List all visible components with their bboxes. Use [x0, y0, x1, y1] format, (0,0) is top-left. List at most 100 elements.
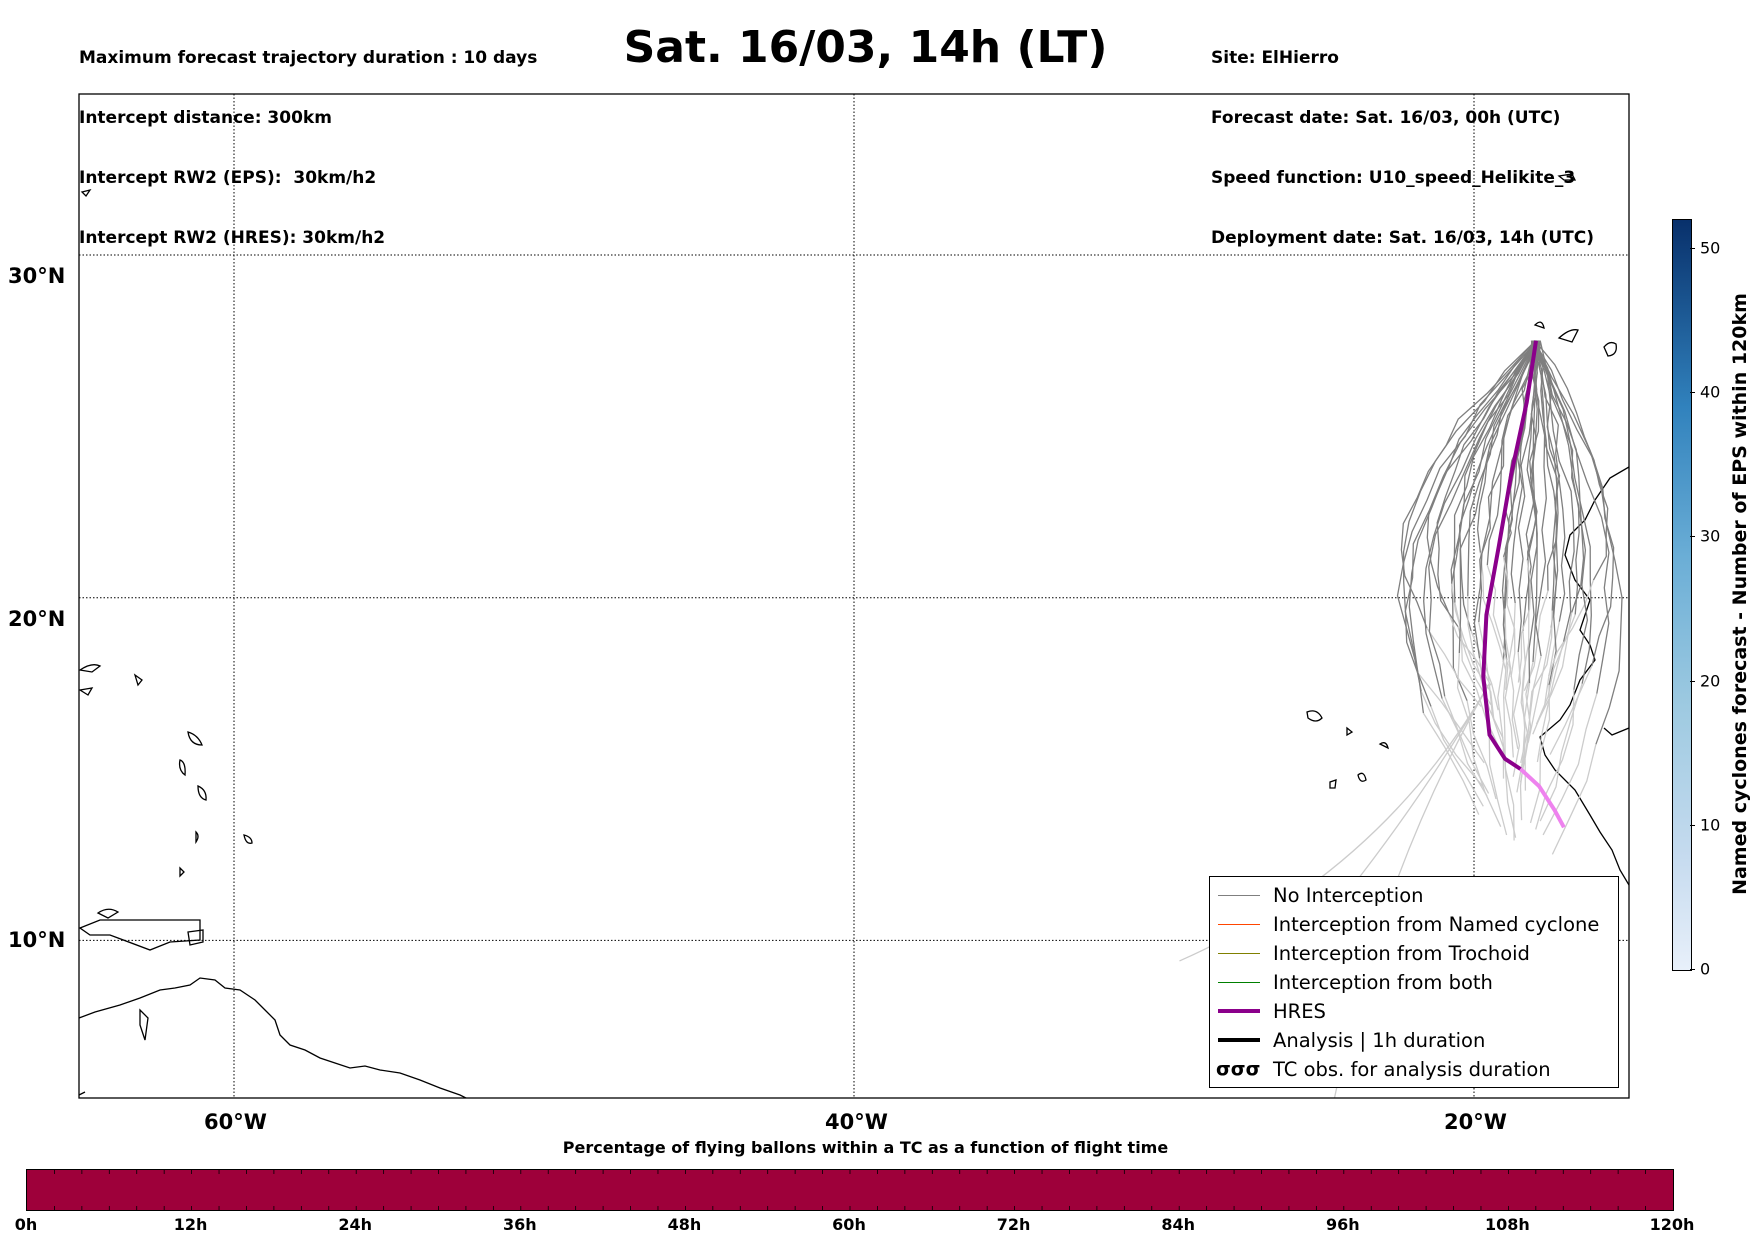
ensemble-track — [1528, 340, 1540, 684]
param-line: Maximum forecast trajectory duration : 1… — [79, 48, 538, 68]
hres-track-late — [1519, 767, 1566, 829]
colorbar-tick: 40 — [1700, 382, 1721, 402]
ensemble-track — [1539, 340, 1575, 642]
ensemble-track-late — [1519, 683, 1531, 821]
caribbean-island — [79, 664, 102, 673]
legend-item: Interception from Trochoid — [1210, 940, 1618, 968]
ensemble-track-late — [1502, 556, 1516, 678]
site-info: Site: ElHierro Forecast date: Sat. 16/03… — [1211, 8, 1594, 268]
legend-label: Interception from Named cyclone — [1273, 913, 1600, 936]
lesser-antilles — [178, 759, 186, 777]
ensemble-track-late — [1420, 691, 1484, 788]
ensemble-track-late — [1520, 612, 1530, 764]
caribbean-island — [80, 188, 92, 198]
caribbean-island — [79, 919, 201, 951]
cape-verde-island — [1346, 726, 1354, 737]
ensemble-track — [1533, 340, 1615, 667]
caribbean-island — [133, 673, 143, 687]
time-bar-fill — [27, 1170, 1673, 1210]
legend-swatch — [1218, 1009, 1260, 1013]
cape-verde-island — [1357, 772, 1367, 782]
legend-swatch — [1218, 982, 1260, 983]
time-bar-title: Percentage of flying ballons within a TC… — [562, 1138, 1169, 1157]
ensemble-track-late — [1467, 596, 1504, 739]
legend-label: Interception from Trochoid — [1273, 942, 1530, 965]
legend-swatch — [1218, 1038, 1260, 1042]
info-line: Deployment date: Sat. 16/03, 14h (UTC) — [1211, 228, 1595, 248]
ensemble-track — [1453, 340, 1538, 603]
ensemble-track — [1423, 340, 1536, 699]
ensemble-track — [1402, 340, 1537, 673]
ensemble-track-late — [1536, 641, 1565, 763]
ensemble-track-late — [1527, 627, 1552, 743]
legend-label: Interception from both — [1273, 971, 1493, 994]
tc-symbol-icon: σσσ — [1216, 1058, 1261, 1080]
ensemble-track — [1534, 340, 1610, 694]
canary-island — [1603, 341, 1617, 357]
lesser-antilles — [179, 866, 185, 878]
ensemble-track — [1404, 340, 1535, 714]
ensemble-track-late — [1549, 665, 1593, 755]
param-line: Intercept RW2 (EPS): 30km/h2 — [79, 168, 377, 188]
param-line: Intercept distance: 300km — [79, 108, 332, 128]
ensemble-track — [1476, 340, 1540, 553]
legend-label: Analysis | 1h duration — [1273, 1029, 1486, 1052]
ensemble-track — [1458, 340, 1537, 654]
colorbar-tick: 30 — [1700, 526, 1721, 546]
ensemble-track-late — [1512, 652, 1522, 777]
legend-item: Interception from Named cyclone — [1210, 911, 1618, 939]
ensemble-track-late — [1528, 610, 1553, 719]
ensemble-track-late — [1539, 683, 1583, 822]
colorbar-tickmark — [1690, 969, 1695, 970]
canary-island — [1557, 329, 1579, 343]
time-bar-segment — [27, 1170, 1673, 1210]
ensemble-track — [1538, 340, 1561, 611]
ensemble-track — [1400, 340, 1536, 629]
ensemble-track — [1532, 340, 1580, 615]
legend-item: HRES — [1210, 998, 1618, 1026]
cape-verde-island — [1378, 742, 1389, 750]
info-line: Site: ElHierro — [1211, 48, 1339, 68]
map-frame — [78, 93, 1630, 1099]
ensemble-track-late — [1426, 627, 1482, 707]
lon-label: 40°W — [825, 1110, 888, 1134]
lon-label: 20°W — [1444, 1110, 1507, 1134]
ensemble-track-late — [1456, 653, 1502, 827]
colorbar-tickmark — [1690, 824, 1695, 826]
ensemble-track-late — [1450, 583, 1495, 719]
time-tick: 108h — [1484, 1215, 1530, 1234]
ensemble-track — [1396, 340, 1538, 692]
ensemble-track-late — [1547, 579, 1595, 677]
ensemble-track-late — [1441, 698, 1488, 797]
ensemble-track-late — [1535, 614, 1576, 725]
lesser-antilles — [187, 731, 203, 746]
ensemble-track-late — [1444, 696, 1490, 794]
ensemble-track — [1531, 340, 1589, 690]
colorbar-label: Named cyclones forecast - Number of EPS … — [1729, 293, 1751, 895]
ensemble-track — [1478, 340, 1539, 623]
colorbar-tickmark — [1690, 680, 1695, 682]
legend-swatch — [1218, 924, 1260, 925]
ensemble-track-late — [1551, 744, 1597, 855]
legend-item: No Interception — [1210, 882, 1618, 910]
ensemble-track — [1531, 340, 1547, 657]
legend-item: Analysis | 1h duration — [1210, 1027, 1618, 1055]
time-tick: 36h — [502, 1215, 537, 1234]
lesser-antilles — [197, 784, 207, 801]
coastlines — [79, 173, 1629, 1098]
info-line: Speed function: U10_speed_Helikite_3 — [1211, 168, 1576, 188]
info-line: Forecast date: Sat. 16/03, 00h (UTC) — [1211, 108, 1561, 128]
time-tick: 48h — [667, 1215, 702, 1234]
param-line: Intercept RW2 (HRES): 30km/h2 — [79, 228, 386, 248]
time-tick: 120h — [1649, 1215, 1695, 1234]
colorbar-tickmark — [1690, 247, 1695, 249]
page-title: Sat. 16/03, 14h (LT) — [623, 22, 1108, 73]
ensemble-track — [1533, 340, 1592, 684]
ensemble-track — [1533, 340, 1623, 745]
map-legend: No Interception Interception from Named … — [1209, 876, 1619, 1088]
ensemble-track — [1486, 340, 1539, 566]
africa-coast-detail — [1603, 727, 1629, 736]
legend-label: HRES — [1273, 1000, 1326, 1023]
ensemble-track-late — [1430, 706, 1484, 807]
